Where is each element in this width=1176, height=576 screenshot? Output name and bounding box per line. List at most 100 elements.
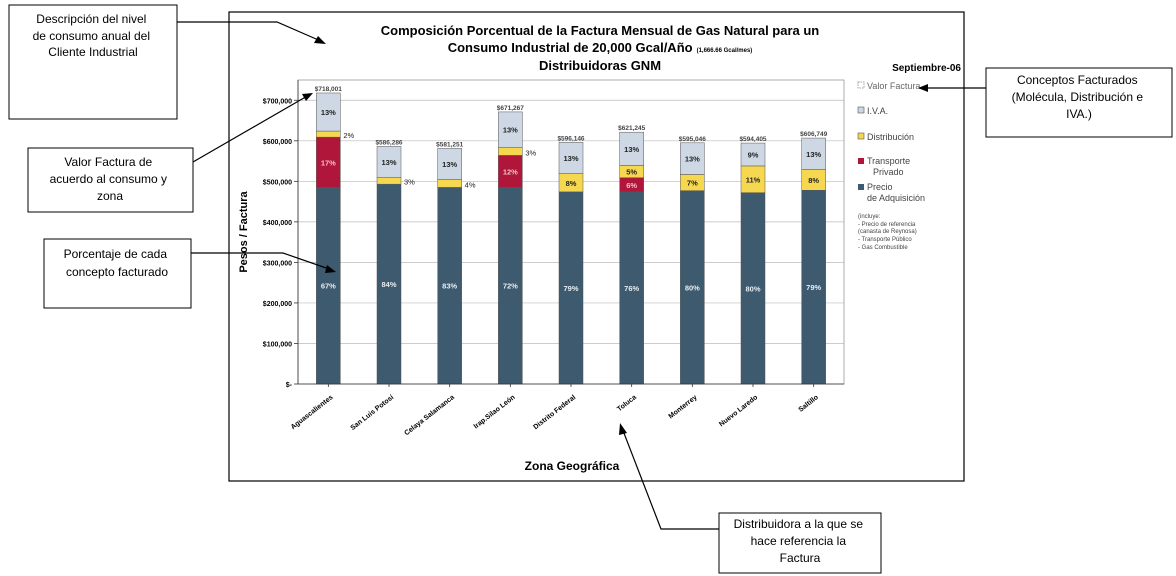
callout-valor-factura: Valor Factura de acuerdo al consumo y zo… <box>27 147 194 213</box>
chart-title-line2-small: (1,666.66 Gcal/mes) <box>697 48 753 54</box>
bar-segment <box>498 147 523 156</box>
connector-descripcion <box>177 21 324 43</box>
y-tick-label: $- <box>286 382 293 389</box>
legend-swatch-valor-factura <box>857 81 865 89</box>
bar-data-label: 4% <box>465 180 476 189</box>
bar-segment <box>740 165 766 193</box>
bar-total-label: $581,251 <box>436 141 463 148</box>
bar-segment <box>558 142 584 174</box>
bar-data-label: 72% <box>503 282 518 291</box>
legend-label-valor-factura: Valor Factura <box>867 81 920 91</box>
y-tick-label: $200,000 <box>263 301 292 308</box>
bar-segment <box>619 131 644 166</box>
bar-segment <box>376 177 402 185</box>
callout-descripcion-nivel-text: Descripción del nivel de consumo anual d… <box>33 12 154 59</box>
bar-stacks: 67% 17% 2% 13% $718,001 84% 3% 13% $586,286 83% 4%… <box>315 86 828 385</box>
bar-data-label: 80% <box>685 283 700 292</box>
bar-segment <box>437 148 462 180</box>
callout-distribuidora-text: Distribuidora a la que se hace referenci… <box>734 517 867 565</box>
chart-title-line2: Consumo Industrial de 20,000 Gcal/Año (1,… <box>448 40 753 55</box>
bar-data-label: 13% <box>685 155 700 164</box>
bar-segment <box>558 191 584 385</box>
bar-data-label: 7% <box>687 179 698 188</box>
chart-subtitle: Distribuidoras GNM <box>539 58 661 73</box>
y-axis: $- $100,000 $200,000 $300,000 $400,000 $500,0… <box>263 80 299 389</box>
bar-total-label: $586,286 <box>375 139 402 146</box>
bar-data-label: 9% <box>748 150 759 159</box>
bar-data-label: 17% <box>321 158 336 167</box>
bar-segment <box>316 92 341 132</box>
bar-segment <box>437 187 462 385</box>
bar-segment <box>801 190 826 385</box>
arrowhead-descripcion <box>314 36 326 44</box>
bar-data-label: 3% <box>525 148 536 157</box>
bar-segment <box>376 183 402 385</box>
bar-segment <box>437 179 462 188</box>
bar-total-label: $596,146 <box>557 135 584 142</box>
bar-data-label: 8% <box>566 179 577 188</box>
y-tick-label: $600,000 <box>263 139 292 146</box>
bar-data-label: 6% <box>626 181 637 190</box>
bar-data-label: 79% <box>806 283 821 292</box>
callout-distribuidora: Distribuidora a la que se hace referenci… <box>718 512 882 574</box>
chart-title-line2-main: Consumo Industrial de 20,000 Gcal/Año <box>448 40 693 55</box>
bar-segment <box>498 187 523 385</box>
callout-conceptos-box <box>985 67 1173 138</box>
legend-label-precio-text: Precio <box>867 182 893 192</box>
legend-label-transporte-text: Transporte <box>867 156 910 166</box>
bar-data-label: 13% <box>563 154 578 163</box>
bar-segment <box>680 190 705 385</box>
bar-data-label: 13% <box>624 145 639 154</box>
callout-descripcion-nivel: Descripción del nivel de consumo anual d… <box>8 4 178 120</box>
bar-data-label: 13% <box>503 126 518 135</box>
bar-data-label: 76% <box>624 284 639 293</box>
bar-data-label: 13% <box>381 158 396 167</box>
bar-total-label: $718,001 <box>315 86 342 93</box>
bar-segment <box>376 146 402 178</box>
y-tick-label: $500,000 <box>263 179 292 186</box>
bar-data-label: 67% <box>321 282 336 291</box>
bar-data-label: 79% <box>563 284 578 293</box>
chart-title: Composición Porcentual de la Factura Men… <box>381 23 820 38</box>
bar-data-label: 80% <box>745 284 760 293</box>
legend-label-iva: I.V.A. <box>867 106 888 116</box>
bar-total-label: $621,245 <box>618 125 645 132</box>
arrowhead-conceptos <box>918 84 928 92</box>
legend-swatch-precio <box>858 184 864 190</box>
arrowhead-valor-factura <box>302 93 313 101</box>
bar-data-label: 3% <box>404 178 415 187</box>
date-label: Septiembre-06 <box>892 63 961 74</box>
bar-data-label: 84% <box>381 280 396 289</box>
bar-data-label: 8% <box>808 176 819 185</box>
bar-segment <box>498 111 523 148</box>
bar-segment <box>680 142 705 175</box>
bar-data-label: 2% <box>343 131 354 140</box>
bar-data-label: 13% <box>321 108 336 117</box>
connector-distribuidora <box>621 427 719 530</box>
bar-data-label: 5% <box>626 168 637 177</box>
bar-total-label: $606,749 <box>800 131 827 138</box>
connector-valor-factura <box>192 94 310 163</box>
legend-label-transporte: Transporte Privado <box>867 156 910 177</box>
callout-valor-factura-text: Valor Factura de acuerdo al consumo y zo… <box>50 155 171 203</box>
callout-distribuidora-box <box>718 512 882 574</box>
y-tick-label: $400,000 <box>263 220 292 227</box>
connector-porcentaje <box>191 252 333 271</box>
bar-data-label: 13% <box>442 160 457 169</box>
callout-porcentaje-box <box>43 238 192 309</box>
bar-total-label: $595,046 <box>679 136 706 143</box>
bar-segment <box>740 142 766 167</box>
y-tick-label: $700,000 <box>263 98 292 105</box>
y-tick-label: $100,000 <box>263 341 292 348</box>
arrowhead-distribuidora <box>619 423 627 435</box>
bar-data-label: 12% <box>503 167 518 176</box>
callout-descripcion-nivel-box <box>8 4 178 120</box>
bar-segment <box>801 137 826 170</box>
bar-total-label: $594,405 <box>739 136 766 143</box>
legend-swatch-transporte <box>858 158 864 164</box>
bar-segment <box>498 155 523 188</box>
bar-data-label: 13% <box>806 150 821 159</box>
legend-swatch-distribucion <box>857 132 865 140</box>
bar-data-label: 83% <box>442 282 457 291</box>
